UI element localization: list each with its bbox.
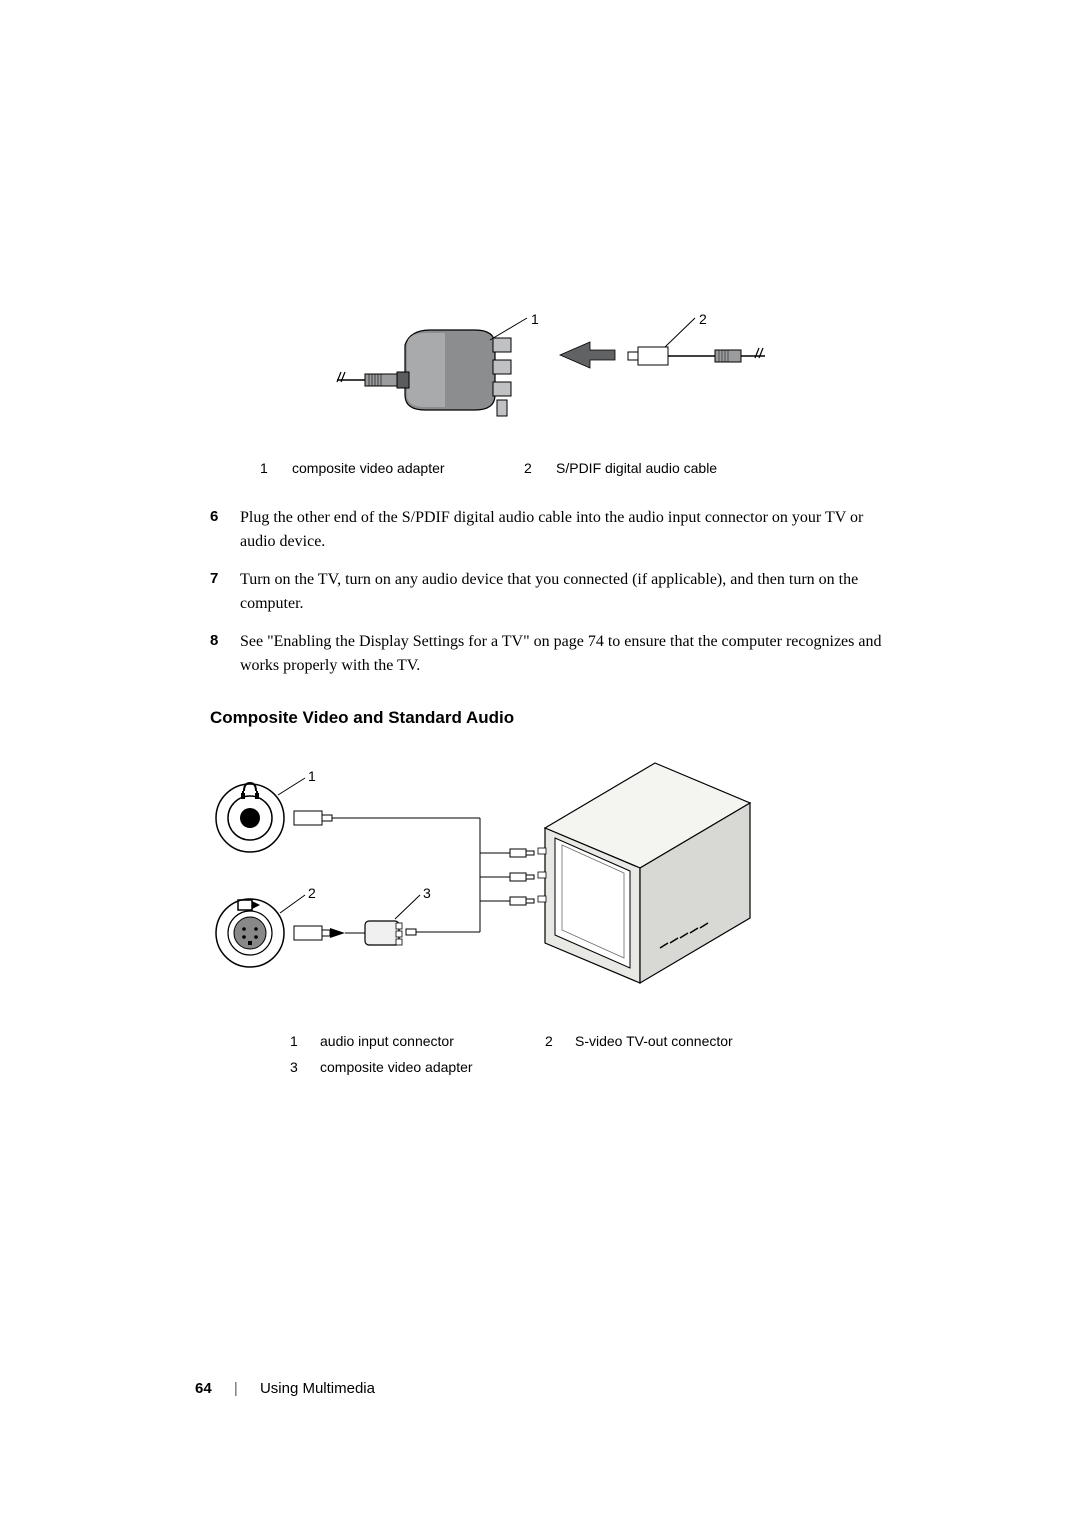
- diagram-adapter-cable: 1 2: [335, 310, 775, 430]
- step-item: 8 See "Enabling the Display Settings for…: [210, 630, 900, 678]
- step-list: 6 Plug the other end of the S/PDIF digit…: [210, 506, 900, 678]
- step-item: 7 Turn on the TV, turn on any audio devi…: [210, 568, 900, 616]
- page-number: 64: [195, 1380, 212, 1397]
- legend-label: S/PDIF digital audio cable: [556, 460, 776, 476]
- svg-text:1: 1: [531, 311, 539, 327]
- page-content: 1 2 1 composite video adapter 2 S/PDIF d…: [0, 0, 1080, 1527]
- diagram2-legend: 1 audio input connector 2 S-video TV-out…: [210, 1033, 900, 1075]
- step-text: Turn on the TV, turn on any audio device…: [240, 568, 900, 616]
- step-text: Plug the other end of the S/PDIF digital…: [240, 506, 900, 554]
- legend-label: S-video TV-out connector: [575, 1033, 785, 1049]
- step-text: See "Enabling the Display Settings for a…: [240, 630, 900, 678]
- legend-label: composite video adapter: [320, 1059, 530, 1075]
- svg-text:1: 1: [308, 768, 316, 784]
- svg-text:2: 2: [699, 311, 707, 327]
- legend-num: 1: [290, 1033, 305, 1049]
- legend-label: composite video adapter: [292, 460, 512, 476]
- legend-num: 3: [290, 1059, 305, 1075]
- section-heading: Composite Video and Standard Audio: [210, 708, 900, 728]
- step-number: 8: [210, 630, 240, 678]
- svg-text:2: 2: [308, 885, 316, 901]
- legend-num: 2: [545, 1033, 560, 1049]
- footer-divider: |: [234, 1380, 238, 1397]
- step-item: 6 Plug the other end of the S/PDIF digit…: [210, 506, 900, 554]
- legend-num: 1: [260, 460, 280, 476]
- diagram-composite-tv: 1 2: [210, 753, 760, 1013]
- step-number: 6: [210, 506, 240, 554]
- diagram1-legend: 1 composite video adapter 2 S/PDIF digit…: [210, 460, 900, 476]
- page-footer: 64 | Using Multimedia: [195, 1380, 375, 1397]
- step-number: 7: [210, 568, 240, 616]
- section-name: Using Multimedia: [260, 1380, 375, 1397]
- svg-text:3: 3: [423, 885, 431, 901]
- legend-num: 2: [524, 460, 544, 476]
- legend-label: audio input connector: [320, 1033, 530, 1049]
